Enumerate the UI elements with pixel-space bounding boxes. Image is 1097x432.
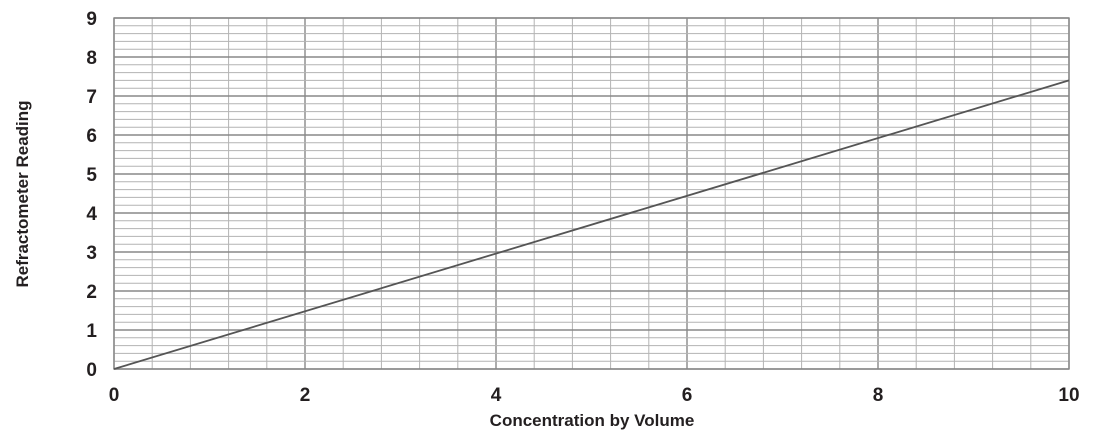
y-axis-title: Refractometer Reading bbox=[13, 100, 32, 287]
y-tick-label: 7 bbox=[86, 87, 97, 108]
x-tick-label: 0 bbox=[109, 385, 120, 406]
y-tick-label: 1 bbox=[86, 321, 97, 342]
y-tick-label: 6 bbox=[86, 126, 97, 147]
x-tick-label: 2 bbox=[300, 385, 311, 406]
y-tick-label: 0 bbox=[86, 360, 97, 381]
y-tick-label: 9 bbox=[86, 9, 97, 30]
plot-area bbox=[113, 79, 1070, 370]
y-axis-ticks: 0 1 2 3 4 5 6 7 8 9 bbox=[86, 9, 97, 381]
grid bbox=[113, 17, 1070, 370]
y-tick-label: 8 bbox=[86, 48, 97, 69]
x-tick-label: 6 bbox=[682, 385, 693, 406]
x-tick-label: 8 bbox=[873, 385, 884, 406]
y-tick-label: 4 bbox=[86, 204, 97, 225]
x-axis-ticks: 0 2 4 6 8 10 bbox=[109, 385, 1080, 406]
series-line bbox=[113, 79, 1070, 370]
x-axis-title: Concentration by Volume bbox=[490, 411, 695, 430]
y-tick-label: 2 bbox=[86, 282, 97, 303]
x-tick-label: 4 bbox=[491, 385, 502, 406]
y-tick-label: 3 bbox=[86, 243, 97, 264]
y-tick-label: 5 bbox=[86, 165, 97, 186]
plot-frame bbox=[113, 17, 1070, 370]
x-tick-label: 10 bbox=[1058, 385, 1079, 406]
